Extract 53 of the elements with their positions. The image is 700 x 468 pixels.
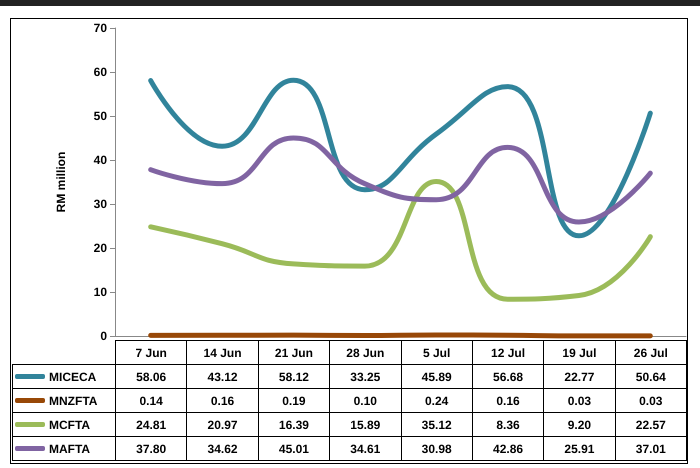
data-label: 42.86 — [472, 436, 544, 460]
y-tick-label: 10 — [94, 285, 108, 299]
data-label: 43.12 — [186, 364, 258, 388]
x-tick-label: 7 Jun — [116, 340, 187, 364]
data-label: 37.80 — [116, 436, 187, 460]
data-label: 58.12 — [258, 364, 330, 388]
x-tick-label: 12 Jul — [472, 340, 544, 364]
data-label: 0.03 — [544, 388, 616, 412]
data-label: 22.57 — [615, 412, 686, 436]
data-label: 25.91 — [544, 436, 616, 460]
y-tick-label: 20 — [94, 241, 108, 255]
y-tick-label: 30 — [94, 197, 108, 211]
data-label: 20.97 — [186, 412, 258, 436]
data-label: 33.25 — [330, 364, 401, 388]
data-label: 0.24 — [401, 388, 472, 412]
y-tick-label: 70 — [94, 21, 108, 35]
y-tick-label: 50 — [94, 109, 108, 123]
data-label: 50.64 — [615, 364, 686, 388]
x-tick-label: 5 Jul — [401, 340, 472, 364]
data-label: 45.89 — [401, 364, 472, 388]
data-label: 30.98 — [401, 436, 472, 460]
x-tick-label: 14 Jun — [186, 340, 258, 364]
data-label: 9.20 — [544, 412, 616, 436]
x-tick-label: 19 Jul — [544, 340, 616, 364]
x-tick-label: 21 Jun — [258, 340, 330, 364]
y-tick-label: 40 — [94, 153, 108, 167]
data-label: 45.01 — [258, 436, 330, 460]
data-label: 58.06 — [116, 364, 187, 388]
data-label: 8.36 — [472, 412, 544, 436]
y-axis-title: RM million — [54, 152, 68, 212]
data-label: 0.14 — [116, 388, 187, 412]
x-tick-label: 28 Jun — [330, 340, 401, 364]
y-tick-label: 60 — [94, 65, 108, 79]
data-label: 35.12 — [401, 412, 472, 436]
data-label: 22.77 — [544, 364, 616, 388]
x-tick-label: 26 Jul — [615, 340, 686, 364]
data-label: 34.61 — [330, 436, 401, 460]
legend-label: MNZFTA — [49, 394, 98, 408]
data-label: 24.81 — [116, 412, 187, 436]
data-label: 0.19 — [258, 388, 330, 412]
y-tick-label: 0 — [100, 329, 108, 343]
data-label: 34.62 — [186, 436, 258, 460]
data-label: 0.10 — [330, 388, 401, 412]
data-label: 0.16 — [472, 388, 544, 412]
legend-label: MAFTA — [49, 442, 90, 456]
data-label: 37.01 — [615, 436, 686, 460]
data-label: 0.16 — [186, 388, 258, 412]
legend-label: MCFTA — [49, 418, 90, 432]
data-label: 16.39 — [258, 412, 330, 436]
legend-label: MICECA — [49, 370, 96, 384]
data-label: 56.68 — [472, 364, 544, 388]
data-label: 0.03 — [615, 388, 686, 412]
data-label: 15.89 — [330, 412, 401, 436]
